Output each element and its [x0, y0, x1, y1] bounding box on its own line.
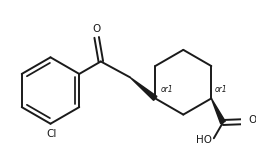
Text: or1: or1 — [215, 85, 227, 94]
Text: Cl: Cl — [47, 129, 57, 139]
Polygon shape — [130, 77, 157, 100]
Polygon shape — [211, 98, 225, 124]
Text: or1: or1 — [161, 85, 174, 94]
Text: O: O — [93, 24, 101, 34]
Text: O: O — [248, 115, 256, 125]
Text: HO: HO — [196, 135, 212, 145]
